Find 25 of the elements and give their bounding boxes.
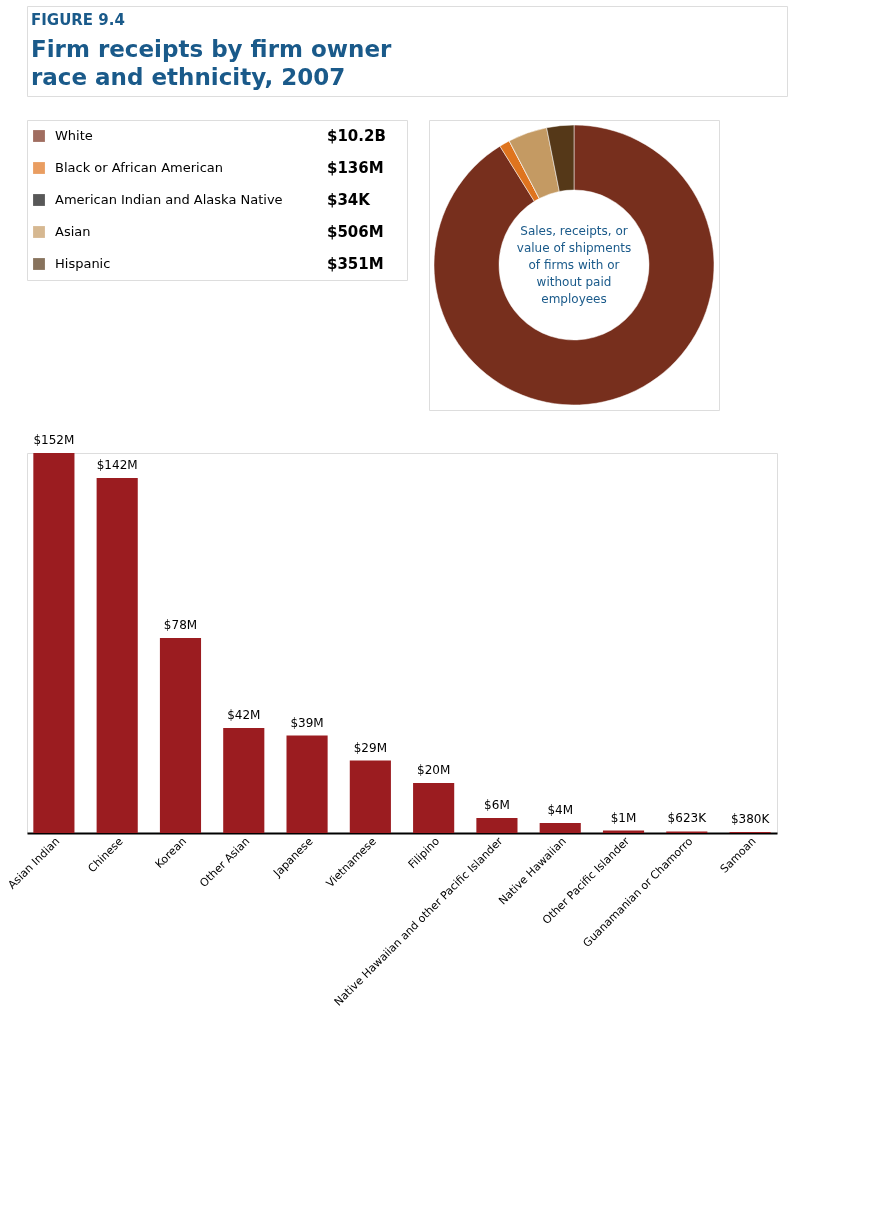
legend-label: Asian: [55, 224, 91, 239]
data-label: $29M: [353, 740, 387, 755]
data-label: $142M: [96, 458, 138, 472]
data-label: $42M: [227, 708, 261, 722]
legend-label: Hispanic: [55, 256, 111, 271]
data-label: $6M: [484, 798, 510, 812]
data-label: $623K: [667, 811, 708, 826]
data-label: $152M: [33, 433, 75, 447]
data-label: $506M: [327, 223, 384, 241]
data-label: $1M: [610, 810, 637, 825]
legend-label: American Indian and Alaska Native: [55, 192, 283, 207]
chart-subtitle: FIGURE 9.4: [31, 11, 125, 29]
legend-label: Black or African American: [55, 160, 224, 175]
chart-title: Firm receipts by firm owner race and ethnicity, 2007: [31, 36, 392, 90]
data-label: $78M: [163, 618, 198, 632]
data-label: $10.2B: [327, 127, 386, 145]
data-label: $380K: [730, 812, 771, 827]
text: Sales, receipts, or value of shipments of firms with or without paid employees: [516, 224, 632, 306]
data-label: $4M: [547, 803, 574, 817]
data-label: $34K: [327, 191, 372, 209]
legend-label: White: [55, 128, 93, 143]
data-label: $39M: [290, 715, 324, 730]
data-label: $136M: [327, 159, 384, 177]
data-label: $351M: [327, 255, 384, 273]
data-label: $20M: [417, 763, 451, 777]
